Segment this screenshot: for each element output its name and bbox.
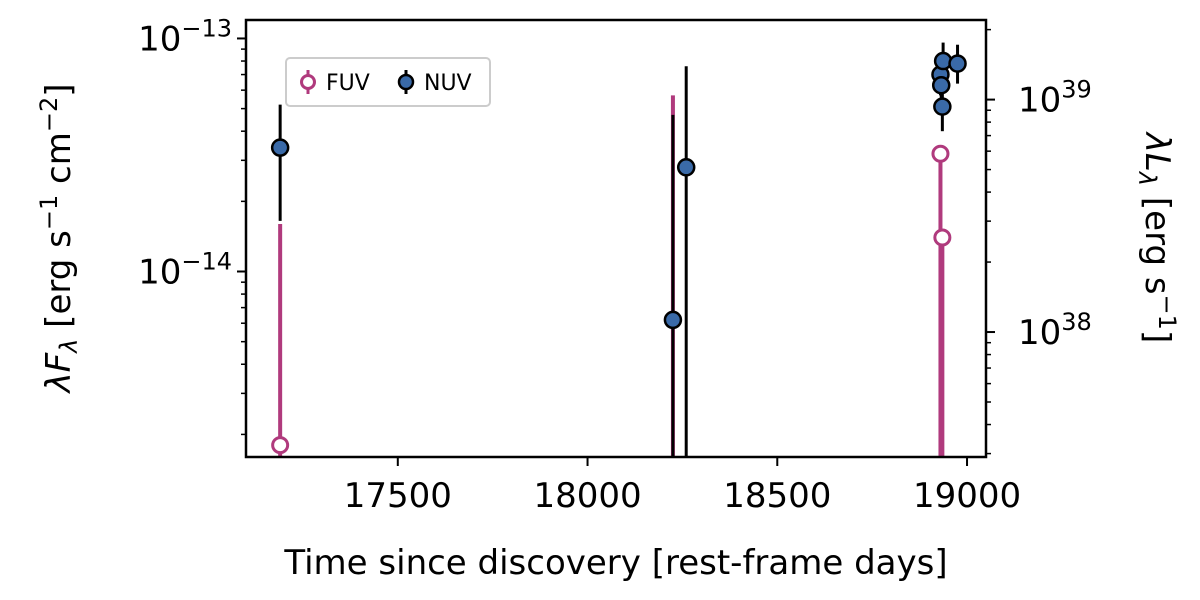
nuv-point	[676, 158, 696, 177]
legend-fuv-label: FUV	[326, 71, 370, 96]
nuv-point	[933, 97, 952, 116]
y-right-tick-label: 1039	[1018, 76, 1092, 121]
y-left-tick-label: 10−13	[138, 14, 232, 59]
plot-frame	[244, 18, 988, 459]
nuv-point	[663, 310, 683, 330]
marks-layer	[270, 42, 967, 457]
nuv-point	[931, 75, 951, 95]
fuv-point	[271, 436, 290, 455]
y-axis-left-title: λFλ [erg s−1 cm−2]	[35, 83, 83, 394]
y-right-tick-label: 1038	[1018, 308, 1092, 353]
y-axis-right-title: λLλ [erg s−1]	[1133, 131, 1181, 343]
x-tick-label: 18500	[723, 476, 831, 516]
legend-nuv-marker	[397, 73, 415, 91]
axes-layer: 17500 18000 18500 19000 10−14 10−13 1038 1039	[138, 14, 1092, 516]
data-group	[270, 42, 967, 457]
x-tick-label: 19000	[913, 476, 1021, 516]
x-tick-label: 18000	[533, 476, 641, 516]
x-axis-title: Time since discovery [rest-frame days]	[283, 543, 947, 583]
nuv-point	[948, 54, 967, 73]
y-left-tick-label: 10−14	[138, 248, 232, 293]
fuv-point	[933, 228, 952, 247]
legend-box	[285, 57, 491, 107]
legend-nuv-label: NUV	[424, 71, 472, 96]
legend-fuv-marker	[300, 74, 316, 90]
legend: FUV NUV	[285, 57, 491, 107]
x-tick-label: 17500	[344, 476, 452, 516]
nuv-point	[270, 138, 290, 157]
fuv-point	[931, 144, 950, 163]
